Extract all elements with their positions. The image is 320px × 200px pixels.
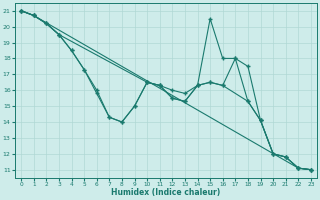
X-axis label: Humidex (Indice chaleur): Humidex (Indice chaleur) — [111, 188, 221, 197]
